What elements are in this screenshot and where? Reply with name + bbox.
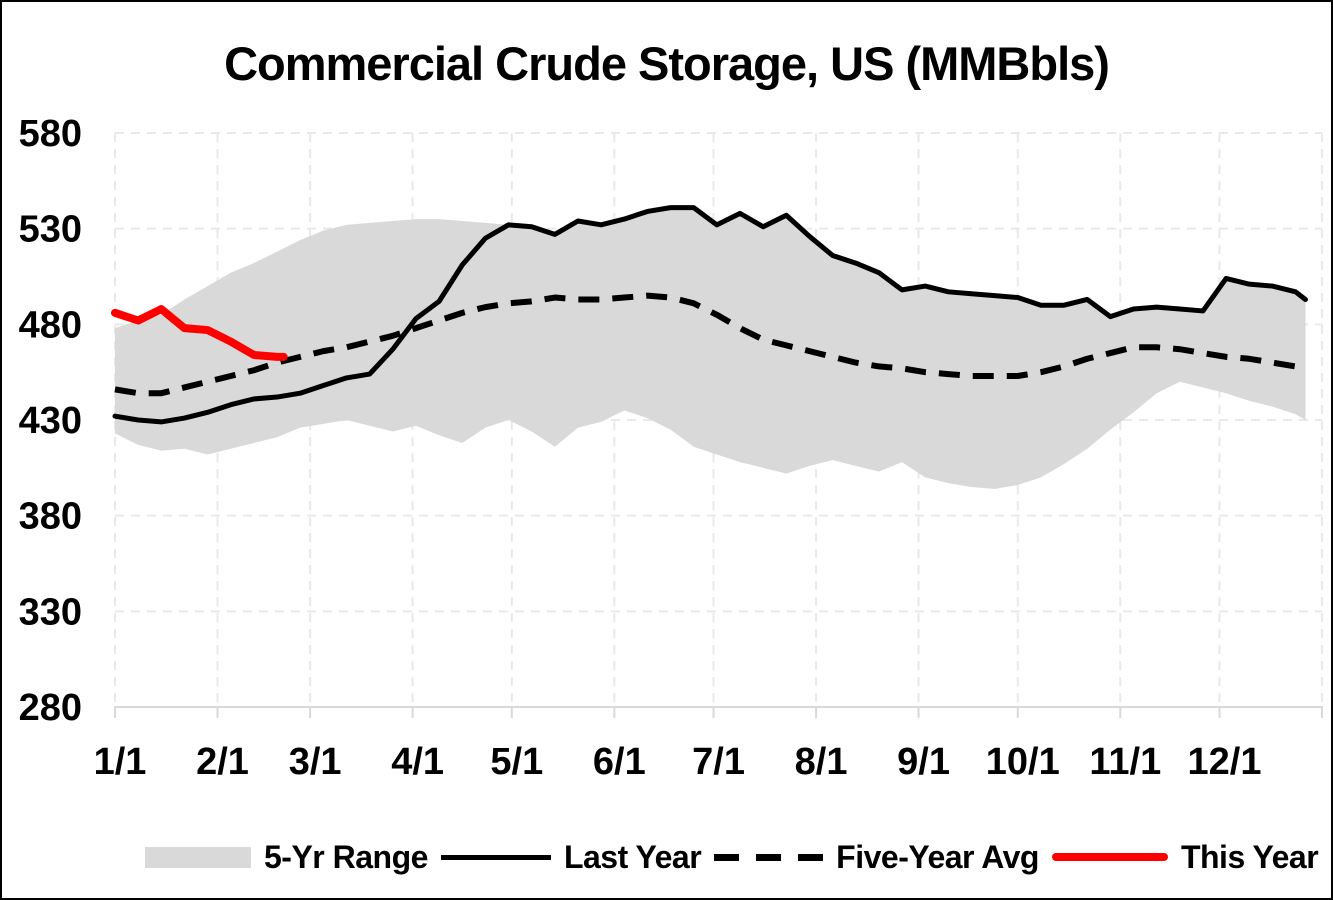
x-axis-label: 9/1 xyxy=(897,741,950,783)
x-axis-label: 6/1 xyxy=(593,741,646,783)
legend-label-last-year: Last Year xyxy=(563,839,702,875)
y-axis-label: 280 xyxy=(19,687,82,729)
range-band-swatch xyxy=(145,846,251,868)
x-axis-label: 8/1 xyxy=(795,741,848,783)
y-axis-label: 430 xyxy=(19,400,82,442)
last-year-line xyxy=(112,205,1308,425)
this-year-line xyxy=(111,305,288,361)
chart-legend: 5-Yr Range Last Year Five-Year Avg This … xyxy=(145,834,1327,880)
last-year-line-sample xyxy=(440,854,551,860)
legend-label-this-year: This Year xyxy=(1180,839,1319,875)
this-year-line-sample xyxy=(1051,853,1168,861)
x-axis-label: 1/1 xyxy=(94,741,147,783)
y-axis-label: 480 xyxy=(19,304,82,346)
x-axis-label: 2/1 xyxy=(196,741,249,783)
x-axis-label: 10/1 xyxy=(986,741,1060,783)
y-axis-label: 530 xyxy=(19,209,82,251)
five-year-avg-line xyxy=(114,292,1307,397)
chart-title: Commercial Crude Storage, US (MMBbls) xyxy=(224,37,1110,90)
five-year-range-band xyxy=(115,207,1306,489)
x-axis-label: 5/1 xyxy=(490,741,543,783)
y-axis-label: 380 xyxy=(19,496,82,538)
y-axis-label: 580 xyxy=(19,113,82,155)
legend-label-range: 5-Yr Range xyxy=(264,839,428,875)
x-axis-label: 11/1 xyxy=(1089,741,1161,783)
x-axis-label: 12/1 xyxy=(1188,741,1262,783)
x-axis-label: 4/1 xyxy=(391,741,444,783)
x-axis-label: 3/1 xyxy=(289,741,342,783)
legend-label-five-year-avg: Five-Year Avg xyxy=(836,839,1039,875)
x-axis-label: 7/1 xyxy=(692,741,745,783)
five-year-avg-line-sample xyxy=(714,853,824,861)
y-axis-label: 330 xyxy=(19,591,82,633)
